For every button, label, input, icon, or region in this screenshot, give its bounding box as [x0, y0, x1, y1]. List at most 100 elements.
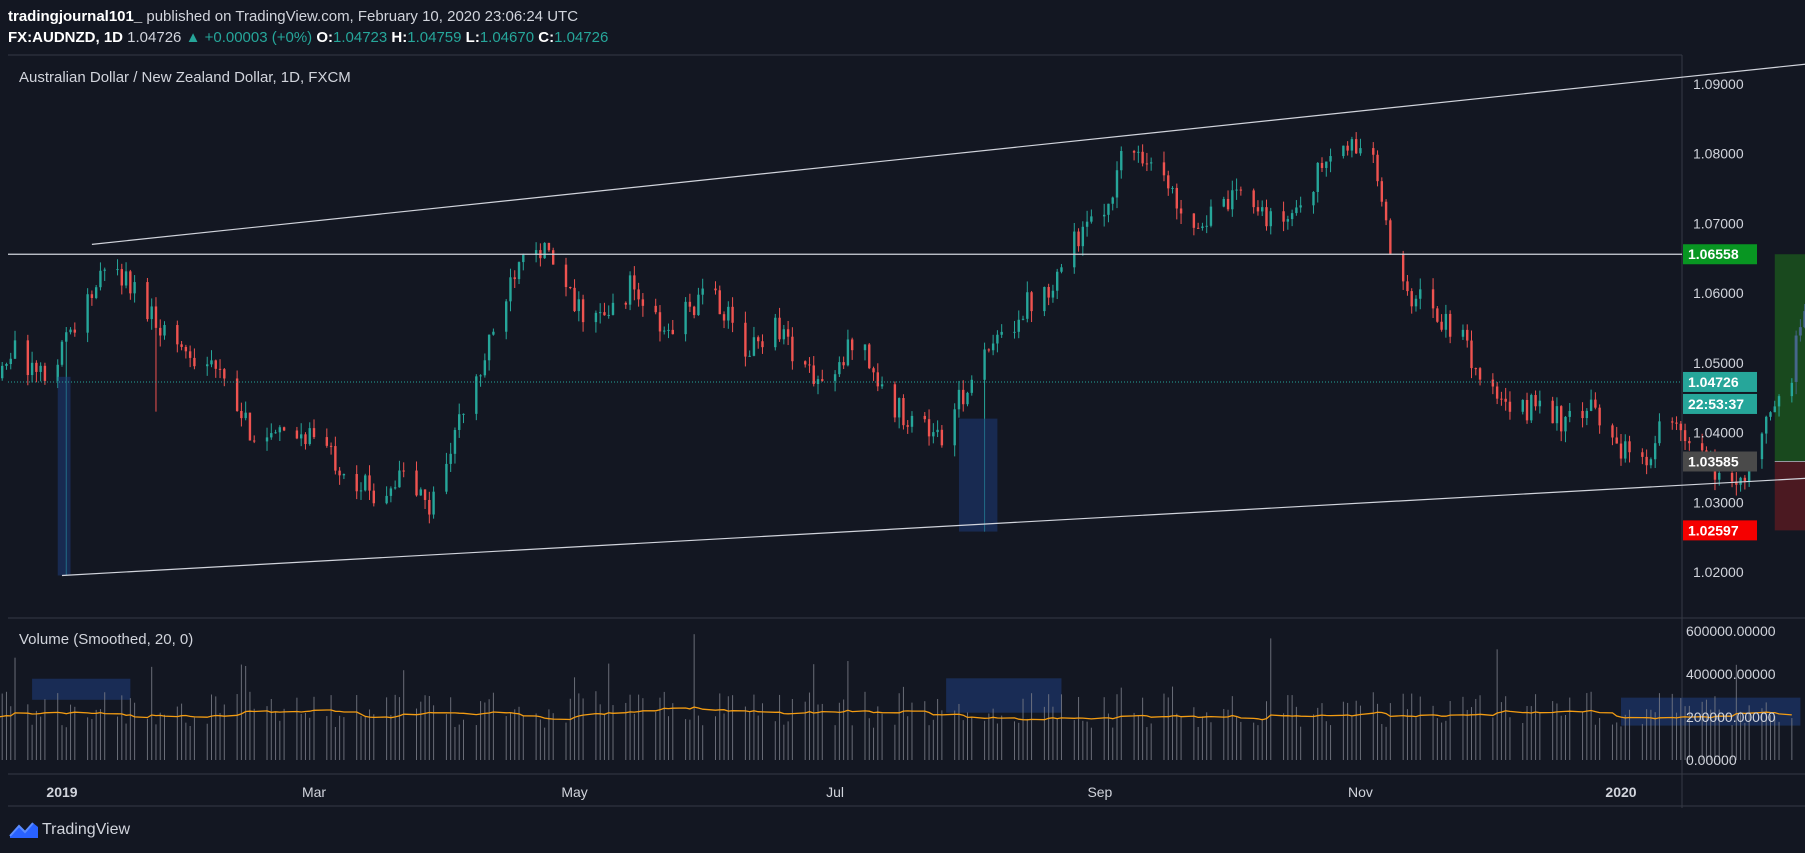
candle-body [120, 269, 123, 286]
candle-body [1500, 398, 1503, 400]
candle-body [116, 269, 119, 271]
candle-body [308, 428, 311, 445]
candle-body [1495, 386, 1499, 399]
candle-body [1431, 289, 1435, 309]
candle-body [1316, 162, 1319, 192]
candle-body [1201, 226, 1204, 229]
chart-title: Australian Dollar / New Zealand Dollar, … [19, 69, 351, 86]
candle-body [299, 434, 303, 439]
candle-body [1, 365, 4, 379]
candle-body [543, 242, 546, 259]
candle-body [1111, 197, 1114, 204]
candle-body [569, 287, 572, 289]
time-tick-label: Sep [1087, 784, 1112, 800]
candle-body [1683, 430, 1687, 442]
candle-body [893, 384, 897, 418]
candle-body [1051, 290, 1055, 298]
candle-body [748, 355, 751, 357]
candle-body [727, 306, 730, 321]
candle-body [731, 306, 734, 323]
candle-body [1359, 148, 1362, 154]
tradingview-logo-icon[interactable] [8, 818, 40, 842]
candle-body [5, 364, 8, 366]
candle-body [1401, 253, 1405, 282]
close-value: 1.04726 [554, 29, 609, 46]
publisher-name[interactable]: tradingjournal101_ [8, 8, 143, 25]
candle-body [487, 334, 491, 361]
volume-tick-label: 200000.00000 [1686, 709, 1776, 725]
chart-frame [8, 54, 1805, 808]
candle-body [1282, 211, 1285, 222]
price-tick-label: 1.09000 [1693, 76, 1744, 92]
low-value: 1.04670 [479, 29, 535, 46]
price-chart[interactable]: 1.09000 1.08000 1.07000 1.06000 1.05000 1.040… [0, 48, 1805, 808]
open-label: O: [316, 29, 334, 46]
price-tick-label: 1.06000 [1693, 285, 1744, 301]
candle-body [1624, 441, 1627, 459]
candle-body [927, 419, 931, 437]
candle-body [641, 299, 645, 306]
candle-body [1171, 187, 1174, 189]
candle-body [1436, 308, 1439, 322]
candle-body [65, 332, 68, 342]
candle-body [1196, 227, 1200, 229]
candle-body [398, 470, 401, 488]
candle-body [663, 330, 666, 332]
volume-tick-label: 400000.00000 [1686, 666, 1776, 682]
candle-body [419, 489, 422, 496]
candle-body [1628, 441, 1631, 453]
candle-body [1252, 190, 1255, 208]
entry-price-label-bg [1683, 451, 1757, 472]
symbol-label[interactable]: FX:AUDNZD, 1D [8, 29, 123, 46]
price-tick-label: 1.07000 [1693, 215, 1744, 231]
candle-body [1149, 162, 1153, 164]
candle-body [1718, 473, 1721, 480]
candle-body [270, 433, 273, 438]
candle-body [987, 349, 991, 351]
candle-body [658, 312, 662, 332]
candle-body [923, 415, 926, 420]
candle-body [1790, 382, 1794, 397]
candle-body [1325, 161, 1328, 168]
candle-body [240, 410, 243, 419]
candle-body [1773, 406, 1776, 413]
candle-body [573, 287, 576, 312]
trend-drawings[interactable] [8, 48, 1805, 577]
candle-body [1261, 207, 1264, 212]
candle-body [1320, 162, 1324, 168]
target-price-label-bg [1683, 244, 1757, 265]
candle-body [69, 329, 72, 333]
candle-body [282, 427, 286, 431]
candle-body [1312, 191, 1315, 206]
volume-highlight [946, 678, 1062, 713]
projection-body [1794, 335, 1798, 382]
candle-body [1384, 201, 1388, 221]
candle-body [577, 299, 581, 312]
volume-tick-label: 600000.00000 [1686, 623, 1776, 639]
candle-body [244, 412, 247, 419]
candle-body [808, 364, 811, 366]
price-tick-label: 1.08000 [1693, 146, 1744, 162]
candle-body [184, 346, 188, 352]
tradingview-brand[interactable]: TradingView [42, 821, 131, 838]
candle-body [1013, 331, 1016, 333]
candle-body [1538, 400, 1542, 407]
last-price-label-bg [1683, 371, 1757, 392]
candle-body [966, 392, 969, 405]
candle-body [654, 305, 657, 313]
ohlc-legend: FX:AUDNZD, 1D 1.04726 ▲ +0.00003 (+0%) O… [8, 29, 608, 46]
footer: TradingView [0, 812, 400, 848]
candle-body [1120, 151, 1123, 171]
candle-body [1141, 151, 1144, 164]
long-position-tool[interactable] [1774, 254, 1805, 531]
candle-body [1679, 423, 1682, 431]
time-tick-label: Mar [302, 784, 326, 800]
close-label: C: [538, 29, 555, 46]
candle-body [56, 364, 59, 381]
candle-body [30, 362, 34, 376]
candle-body [684, 301, 687, 335]
candle-body [415, 470, 418, 496]
candle-body [1615, 437, 1618, 444]
candle-body [1329, 156, 1332, 162]
candle-body [1581, 410, 1584, 419]
